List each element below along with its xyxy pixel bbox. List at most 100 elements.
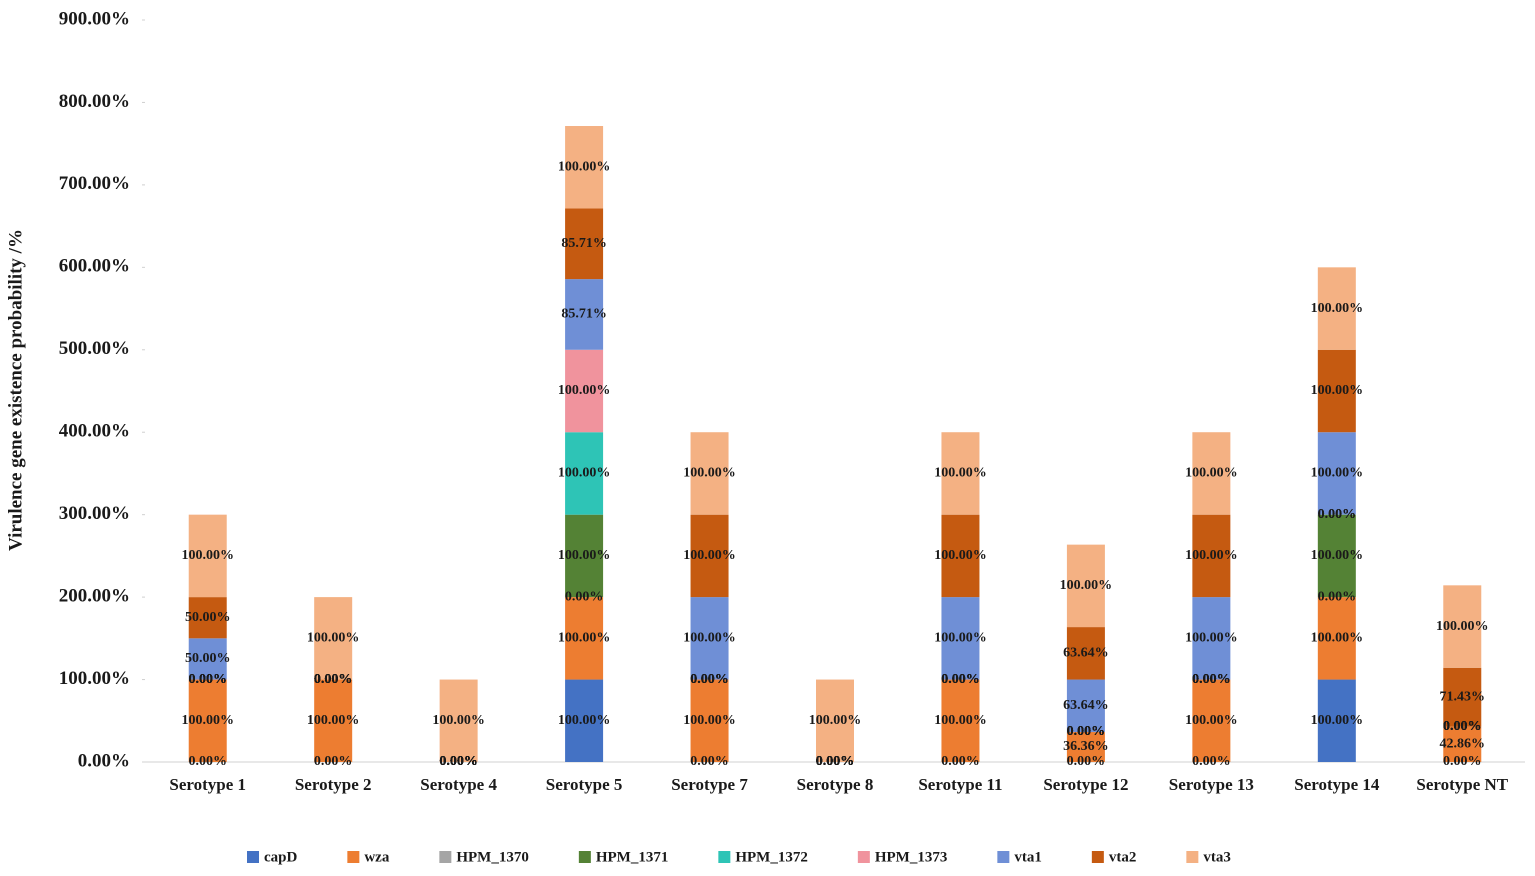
data-label: 0.00% bbox=[1067, 724, 1106, 739]
data-label: 0.00% bbox=[439, 754, 478, 769]
legend-swatch bbox=[1091, 851, 1104, 863]
data-label: 0.00% bbox=[314, 672, 353, 687]
data-label: 100.00% bbox=[934, 631, 987, 646]
data-label: 0.00% bbox=[439, 754, 478, 769]
data-label: 0.00% bbox=[1192, 672, 1231, 687]
bar-segment bbox=[188, 597, 227, 639]
data-label: 100.00% bbox=[1311, 383, 1364, 398]
legend-swatch bbox=[439, 851, 452, 863]
bar-segment bbox=[1443, 585, 1482, 668]
bar-segment bbox=[439, 679, 478, 762]
data-label: 100.00% bbox=[181, 548, 234, 563]
data-label: 0.00% bbox=[439, 754, 478, 769]
data-label: 0.00% bbox=[1192, 672, 1231, 687]
data-label: 100.00% bbox=[1185, 548, 1238, 563]
data-label: 0.00% bbox=[816, 754, 855, 769]
data-label: 0.00% bbox=[1443, 754, 1482, 769]
data-label: 100.00% bbox=[307, 713, 360, 728]
bar-segment bbox=[1317, 432, 1356, 515]
data-label: 0.00% bbox=[188, 672, 227, 687]
data-label: 100.00% bbox=[683, 466, 736, 481]
bar-segment bbox=[565, 679, 604, 762]
data-label: 100.00% bbox=[432, 713, 485, 728]
data-label: 0.00% bbox=[941, 754, 980, 769]
data-label: 0.00% bbox=[188, 754, 227, 769]
legend-swatch bbox=[247, 851, 259, 863]
x-tick-label: Serotype 13 bbox=[1169, 775, 1254, 794]
legend-label: vta1 bbox=[1014, 849, 1042, 865]
bar-segment bbox=[1317, 267, 1356, 350]
legend-label: HPM_1370 bbox=[456, 849, 529, 865]
data-label: 100.00% bbox=[558, 466, 611, 481]
legend-label: wza bbox=[364, 849, 389, 865]
bar-segment bbox=[1066, 732, 1105, 762]
data-label: 0.00% bbox=[439, 754, 478, 769]
bar-segment bbox=[314, 679, 353, 762]
data-label: 100.00% bbox=[934, 466, 987, 481]
data-label: 0.00% bbox=[816, 754, 855, 769]
data-label: 36.36% bbox=[1063, 739, 1109, 754]
bar-segment bbox=[1066, 627, 1105, 680]
bar-segment bbox=[1443, 726, 1482, 762]
data-label: 0.00% bbox=[941, 672, 980, 687]
data-label: 0.00% bbox=[188, 672, 227, 687]
data-label: 0.00% bbox=[690, 672, 729, 687]
y-tick-label: 800.00% bbox=[59, 91, 130, 112]
data-label: 100.00% bbox=[181, 713, 234, 728]
data-label: 0.00% bbox=[1318, 507, 1357, 522]
data-label: 0.00% bbox=[1443, 719, 1482, 734]
legend-label: HPM_1372 bbox=[735, 849, 808, 865]
bar-segment bbox=[690, 597, 729, 680]
data-label: 100.00% bbox=[1311, 631, 1364, 646]
x-tick-label: Serotype 4 bbox=[420, 775, 497, 794]
data-label: 0.00% bbox=[1443, 719, 1482, 734]
data-label: 0.00% bbox=[816, 754, 855, 769]
data-label: 100.00% bbox=[558, 159, 611, 174]
data-label: 0.00% bbox=[816, 754, 855, 769]
bar-segment bbox=[188, 638, 227, 680]
data-label: 0.00% bbox=[1443, 719, 1482, 734]
bar-segment bbox=[314, 597, 353, 680]
legend-swatch bbox=[1186, 851, 1199, 863]
data-label: 85.71% bbox=[561, 307, 607, 322]
data-label: 0.00% bbox=[314, 754, 353, 769]
data-label: 0.00% bbox=[1443, 719, 1482, 734]
bar-segment bbox=[188, 679, 227, 762]
y-axis-title: Virulence gene existence probability /% bbox=[5, 229, 26, 551]
legend-swatch bbox=[347, 851, 360, 863]
y-tick-label: 100.00% bbox=[59, 668, 130, 689]
y-tick-label: 0.00% bbox=[78, 750, 130, 771]
x-tick-label: Serotype 12 bbox=[1043, 775, 1128, 794]
bar-segment bbox=[1066, 544, 1105, 628]
data-label: 0.00% bbox=[816, 754, 855, 769]
bar-segment bbox=[1443, 667, 1482, 727]
legend-swatch bbox=[857, 851, 870, 863]
data-label: 71.43% bbox=[1440, 689, 1486, 704]
bar-segment bbox=[1066, 679, 1105, 733]
data-label: 0.00% bbox=[1067, 754, 1106, 769]
data-label: 0.00% bbox=[565, 589, 604, 604]
x-tick-label: Serotype 7 bbox=[671, 775, 748, 794]
bar-segment bbox=[690, 679, 729, 762]
data-label: 100.00% bbox=[934, 713, 987, 728]
data-label: 0.00% bbox=[314, 672, 353, 687]
bar-segment bbox=[1317, 597, 1356, 680]
data-label: 100.00% bbox=[1185, 713, 1238, 728]
data-label: 0.00% bbox=[439, 754, 478, 769]
data-label: 0.00% bbox=[816, 754, 855, 769]
data-label: 0.00% bbox=[941, 672, 980, 687]
data-label: 0.00% bbox=[188, 672, 227, 687]
y-tick-label: 600.00% bbox=[59, 256, 130, 277]
x-tick-label: Serotype 14 bbox=[1294, 775, 1380, 794]
data-label: 100.00% bbox=[1185, 466, 1238, 481]
data-label: 0.00% bbox=[941, 672, 980, 687]
data-label: 100.00% bbox=[1060, 578, 1113, 593]
legend-label: HPM_1371 bbox=[596, 849, 669, 865]
legend-label: vta2 bbox=[1109, 849, 1137, 865]
bar-segment bbox=[1317, 679, 1356, 762]
data-label: 100.00% bbox=[1311, 548, 1364, 563]
data-label: 50.00% bbox=[185, 651, 231, 666]
bar-segment bbox=[941, 679, 980, 762]
legend-swatch bbox=[718, 851, 731, 863]
data-label: 0.00% bbox=[439, 754, 478, 769]
